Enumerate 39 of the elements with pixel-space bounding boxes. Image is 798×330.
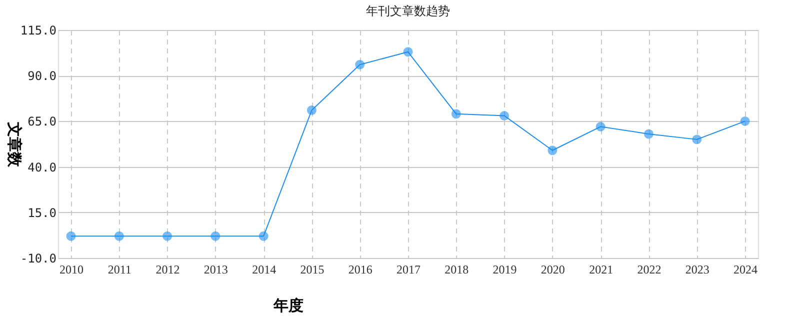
x-tick-label: 2019 bbox=[492, 262, 517, 276]
x-tick-label: 2018 bbox=[444, 262, 469, 276]
point bbox=[403, 47, 413, 57]
point bbox=[306, 106, 316, 115]
y-tick-label: 90.0 bbox=[28, 69, 56, 84]
x-tick-label: 2022 bbox=[637, 262, 662, 276]
y-tick-label: 65.0 bbox=[28, 114, 56, 129]
point bbox=[162, 231, 172, 241]
y-tick-label: 40.0 bbox=[28, 160, 56, 174]
x-tick-label: 2017 bbox=[396, 262, 420, 276]
point bbox=[114, 231, 124, 241]
y-tick-label: -10.0 bbox=[20, 252, 56, 266]
x-tick-label: 2014 bbox=[252, 262, 276, 276]
point bbox=[258, 231, 268, 241]
y-axis-title: 文章数 bbox=[5, 121, 24, 168]
x-tick-label: 2015 bbox=[300, 262, 324, 276]
x-tick-label: 2020 bbox=[540, 262, 565, 276]
x-tick-label: 2023 bbox=[685, 262, 710, 276]
chart-title: 年刊文章数趋势 bbox=[366, 4, 450, 18]
point bbox=[596, 122, 606, 132]
x-tick-label: 2010 bbox=[60, 262, 84, 276]
x-tick-label: 2012 bbox=[156, 262, 180, 276]
x-tick-label: 2011 bbox=[108, 262, 132, 276]
x-tick-label: 2024 bbox=[734, 262, 758, 276]
x-tick-label: 2013 bbox=[204, 262, 228, 276]
point bbox=[355, 60, 365, 70]
point bbox=[740, 116, 750, 126]
point bbox=[210, 231, 220, 241]
point bbox=[548, 146, 558, 156]
point bbox=[644, 129, 654, 139]
x-tick-label: 2016 bbox=[348, 262, 372, 276]
point bbox=[500, 110, 510, 120]
y-tick-label: 15.0 bbox=[28, 206, 56, 220]
point bbox=[451, 109, 461, 119]
point bbox=[692, 134, 702, 144]
y-tick-label: 115.0 bbox=[20, 24, 56, 38]
x-tick-label: 2021 bbox=[589, 262, 614, 276]
point bbox=[66, 231, 76, 241]
x-axis-title: 年度 bbox=[272, 296, 304, 314]
